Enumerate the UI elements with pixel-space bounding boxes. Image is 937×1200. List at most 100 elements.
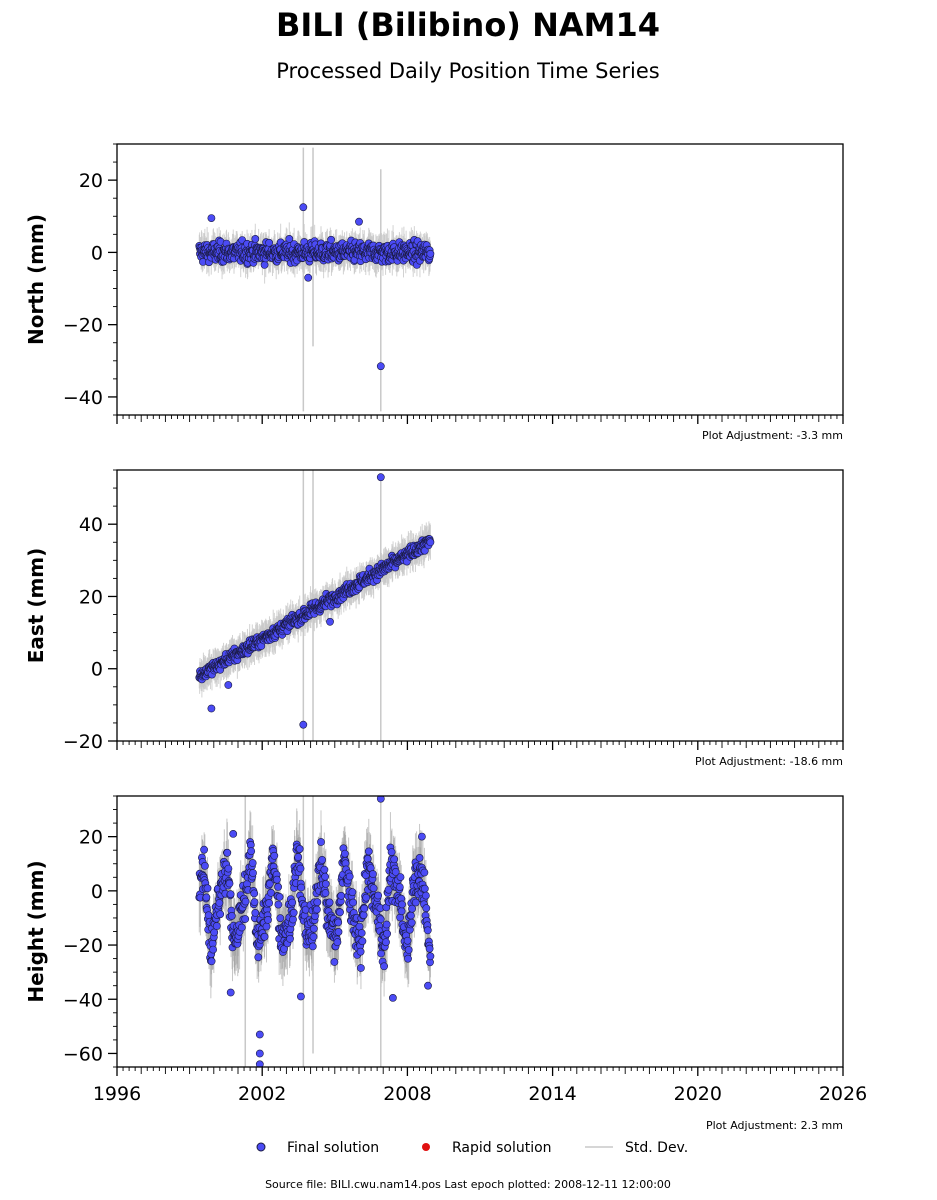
- data-point: [396, 873, 405, 881]
- data-point: [376, 473, 385, 482]
- data-point: [289, 915, 297, 924]
- data-point: [275, 893, 284, 901]
- data-point: [404, 954, 412, 963]
- data-point: [333, 938, 342, 947]
- chart-subtitle: Processed Daily Position Time Series: [276, 59, 660, 83]
- x-tick-label: 2014: [528, 1083, 576, 1105]
- data-point: [382, 938, 390, 947]
- legend-final-label: Final solution: [287, 1140, 379, 1156]
- data-point: [334, 918, 343, 927]
- data-point: [403, 936, 412, 945]
- data-point: [420, 546, 429, 555]
- data-point: [215, 899, 224, 907]
- data-point: [295, 845, 304, 853]
- y-tick-label: 20: [79, 827, 103, 849]
- data-point: [250, 889, 259, 898]
- data-point: [312, 905, 321, 914]
- data-point: [212, 922, 221, 930]
- data-point: [207, 214, 216, 222]
- y-tick-label: 0: [91, 881, 103, 903]
- x-tick-label: 1996: [93, 1083, 141, 1105]
- data-point: [274, 900, 283, 909]
- data-point: [265, 899, 273, 907]
- plot-area: [195, 470, 435, 741]
- x-ticks: [116, 741, 844, 750]
- data-point: [254, 953, 263, 962]
- data-point: [391, 868, 400, 876]
- plot-area: [195, 147, 435, 412]
- panel-2: −20 0 20 40 East (mm) Plot Adjustment: -18.6 …: [24, 469, 844, 768]
- data-point: [270, 851, 279, 860]
- y-axis-label: Height (mm): [24, 860, 48, 1002]
- data-point: [276, 914, 285, 923]
- data-point: [408, 904, 416, 913]
- data-point: [395, 883, 404, 891]
- data-point: [415, 854, 424, 862]
- data-point: [420, 868, 429, 877]
- data-point: [348, 888, 357, 897]
- data-point: [359, 911, 368, 919]
- data-point: [309, 932, 318, 941]
- source-footer: Source file: BILI.cwu.nam14.pos Last epo…: [265, 1178, 671, 1191]
- data-point: [325, 898, 334, 907]
- data-point: [424, 981, 432, 990]
- data-point: [200, 862, 209, 870]
- data-point: [421, 891, 430, 900]
- data-point: [226, 988, 235, 997]
- data-point: [396, 913, 404, 922]
- plot-area: [195, 796, 435, 1067]
- data-point: [318, 856, 326, 864]
- data-point: [251, 234, 260, 243]
- data-point: [265, 238, 273, 247]
- data-point: [397, 907, 406, 916]
- data-point: [422, 904, 431, 913]
- data-point: [404, 946, 413, 954]
- data-point: [296, 864, 305, 873]
- data-point: [426, 249, 435, 258]
- data-point: [226, 890, 235, 899]
- final-solution-points: [195, 796, 435, 1067]
- data-point: [262, 922, 271, 931]
- data-point: [274, 883, 282, 891]
- data-point: [224, 864, 233, 873]
- data-point: [264, 916, 272, 924]
- data-point: [250, 898, 259, 906]
- data-point: [374, 891, 382, 900]
- data-point: [227, 912, 236, 920]
- data-point: [267, 888, 275, 897]
- data-point: [304, 273, 313, 282]
- data-point: [426, 952, 435, 961]
- y-tick-label: 0: [91, 659, 103, 681]
- data-point: [356, 964, 365, 972]
- legend-final-marker: [256, 1142, 266, 1152]
- data-point: [260, 932, 269, 941]
- data-point: [426, 538, 435, 547]
- data-point: [223, 848, 232, 857]
- stddev-bars: [198, 147, 431, 412]
- data-point: [320, 865, 329, 874]
- data-point: [265, 879, 274, 888]
- data-point: [289, 908, 298, 917]
- data-point: [294, 853, 303, 861]
- panels: −40 −20 0 20 North (mm) Plot Adjustment: -3.3…: [24, 143, 867, 1132]
- data-point: [411, 898, 420, 907]
- y-tick-label: 20: [79, 170, 103, 192]
- data-point: [330, 958, 339, 966]
- x-ticks: [116, 415, 844, 424]
- data-point: [388, 994, 397, 1002]
- data-point: [247, 847, 256, 856]
- data-point: [387, 848, 396, 856]
- data-point: [345, 872, 354, 881]
- data-point: [209, 945, 217, 954]
- x-tick-label: 2026: [819, 1083, 867, 1105]
- legend: Final solution Rapid solution Std. Dev.: [256, 1140, 688, 1156]
- data-point: [358, 937, 367, 946]
- data-point: [216, 910, 225, 919]
- data-point: [260, 260, 269, 269]
- data-point: [251, 909, 260, 917]
- legend-stddev-label: Std. Dev.: [625, 1140, 688, 1156]
- y-tick-label: −20: [63, 315, 103, 337]
- data-point: [297, 883, 306, 892]
- data-point: [248, 859, 257, 867]
- data-point: [255, 1030, 264, 1039]
